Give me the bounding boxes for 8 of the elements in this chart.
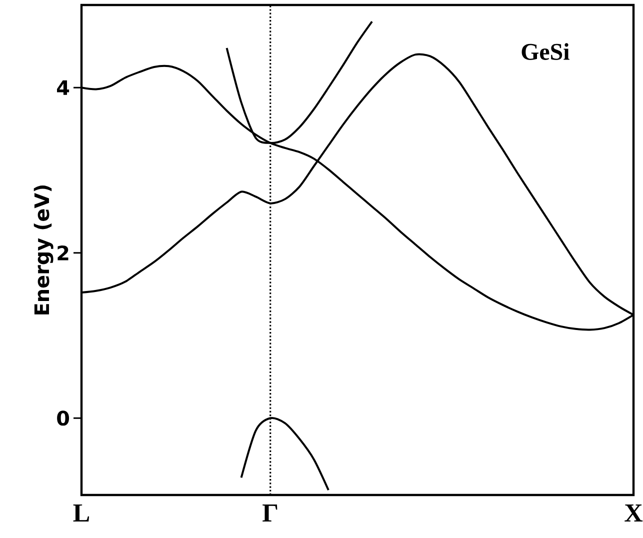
y-tick-label: 2: [58, 246, 68, 260]
y-tick-label: 4: [57, 80, 70, 95]
x-tick-label: X: [624, 504, 643, 522]
x-tick-label: Γ: [262, 504, 278, 522]
annotation: GeSi: [522, 43, 570, 60]
y-axis-title: Energy (eV): [34, 185, 54, 314]
y-tick-label: 0: [57, 410, 70, 426]
x-tick-label: L: [73, 504, 90, 522]
